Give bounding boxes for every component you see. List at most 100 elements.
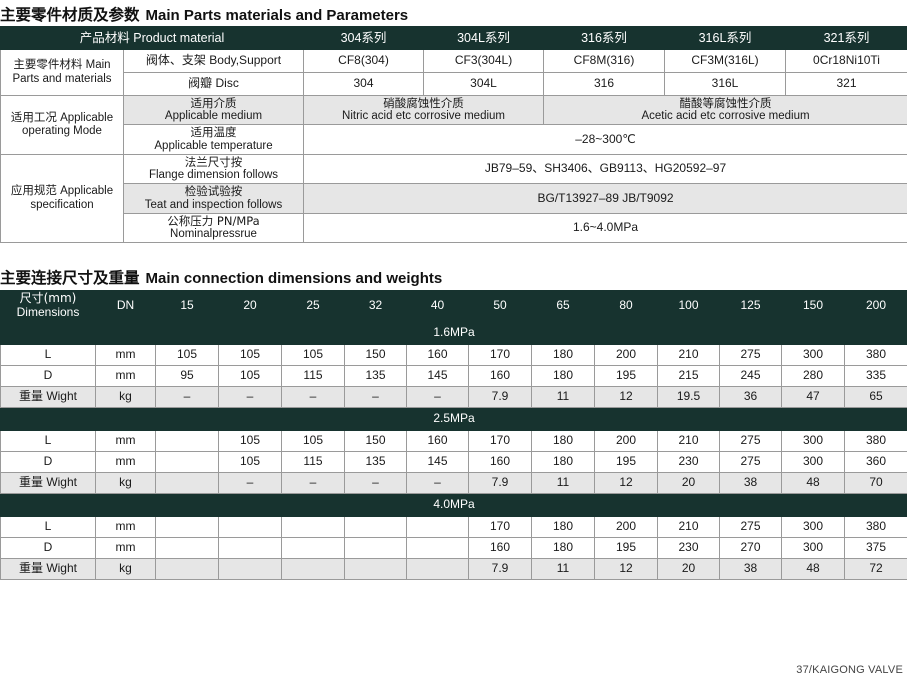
dimension-row-label: D [0, 536, 96, 559]
main-parts-item-body-en: Body,Support [209, 53, 282, 68]
main-parts-label-en1: Main Parts [12, 59, 111, 85]
dimension-cell: 11 [531, 557, 595, 580]
dimension-cell [406, 557, 469, 580]
dimension-row-unit: mm [95, 364, 156, 387]
dimensions-header-label-en: Dimensions [16, 304, 80, 319]
dimension-cell: 145 [406, 364, 469, 387]
dimension-row-label: 重量 Wight [0, 385, 96, 408]
dimension-cell: – [344, 471, 407, 494]
dimension-row-unit: mm [95, 343, 156, 366]
dimension-cell: 170 [468, 515, 532, 538]
dimension-cell: 145 [406, 450, 469, 473]
dimension-cell: 275 [719, 343, 782, 366]
body-value-304: CF8(304) [303, 49, 425, 73]
dimension-cell: 105 [281, 343, 345, 366]
dimension-row-label: L [0, 343, 96, 366]
dn-header-50: 50 [468, 290, 532, 322]
test-inspection-item-en: Teat and inspection follows [144, 198, 283, 211]
applicable-temperature-item-cn: 适用温度 [190, 125, 237, 140]
materials-table: 产品材料 Product material 304系列 304L系列 316系列… [0, 26, 907, 244]
dimension-cell [406, 515, 469, 538]
flange-dimension-item-en: Flange dimension follows [148, 169, 279, 182]
dimension-cell [155, 429, 219, 452]
dimension-cell: 170 [468, 343, 532, 366]
dimension-cell [406, 536, 469, 559]
main-parts-item-disc-en: Disc [215, 76, 239, 91]
dimension-cell: – [406, 385, 469, 408]
medium-value-nitric-cn: 硝酸腐蚀性介质 [383, 96, 464, 110]
dimension-cell: 200 [594, 343, 658, 366]
dimension-cell [155, 471, 219, 494]
dimension-cell: 380 [844, 343, 907, 366]
test-inspection-item: 检验试验按 Teat and inspection follows [122, 183, 305, 214]
operating-mode-label-en1: Applicable [60, 111, 114, 124]
applicable-medium-item: 适用介质 Applicable medium [122, 94, 305, 126]
nominal-pressure-item-en: Nominalpressrue [170, 227, 257, 240]
body-value-321: 0Cr18Ni10Ti [785, 49, 907, 73]
medium-value-acetic: 醋酸等腐蚀性介质 Acetic acid etc corrosive mediu… [543, 94, 907, 126]
dimension-cell: 105 [218, 343, 282, 366]
product-material-header-en: Product material [133, 31, 225, 45]
dimension-cell: 20 [657, 471, 720, 494]
dimension-cell [218, 536, 282, 559]
dimension-cell: 210 [657, 343, 720, 366]
dn-header-80: 80 [594, 290, 658, 322]
dimension-cell: 360 [844, 450, 907, 473]
dimension-cell: 20 [657, 557, 720, 580]
medium-value-nitric-en: Nitric acid etc corrosive medium [342, 110, 505, 123]
table-row: 重量 Wight kg – – – – –7.9 11 12 19.5 36 47 65 [0, 385, 907, 408]
pressure-band-label: 2.5MPa [0, 406, 907, 431]
dn-header-25: 25 [281, 290, 345, 322]
pressure-band-row: 2.5MPa [0, 406, 907, 431]
table-row: 应用规范 Applicable specification 法兰尺寸按 Flan… [0, 153, 907, 244]
temperature-value: –28~300℃ [303, 124, 907, 155]
dimension-cell: 72 [844, 557, 907, 580]
nominal-pressure-item: 公称压力 PN/MPa Nominalpressrue [122, 212, 305, 244]
dimensions-header-label: 尺寸(mm) Dimensions [0, 290, 96, 322]
dimension-cell: 280 [781, 364, 845, 387]
section-title-materials-cn: 主要零件材质及参数 [0, 6, 140, 24]
dimension-cell: 115 [281, 364, 345, 387]
dn-header-40: 40 [406, 290, 469, 322]
pressure-band-row: 4.0MPa [0, 492, 907, 517]
dimension-cell: – [281, 385, 345, 408]
dimension-cell: 160 [468, 364, 532, 387]
table-row: 重量 Wight kg – – – –7.9 11 12 20 38 48 70 [0, 471, 907, 494]
dimension-cell: 380 [844, 515, 907, 538]
dimensions-header-row: 尺寸(mm) Dimensions DN 15 20 25 32 40 50 6… [0, 290, 907, 322]
section-title-dimensions-cn: 主要连接尺寸及重量 [0, 269, 140, 287]
dimension-cell: 180 [531, 536, 595, 559]
dimension-cell: 65 [844, 385, 907, 408]
dimension-cell: 210 [657, 515, 720, 538]
dimension-cell [218, 557, 282, 580]
materials-header-row: 产品材料 Product material 304系列 304L系列 316系列… [0, 26, 907, 50]
disc-value-316: 316 [543, 72, 666, 96]
main-parts-label-en2: and materials [42, 73, 112, 85]
dimension-cell: 180 [531, 364, 595, 387]
dimension-cell: 300 [781, 536, 845, 559]
dimension-cell: 300 [781, 343, 845, 366]
dimension-row-unit: kg [95, 385, 156, 408]
dimension-cell: 7.9 [468, 385, 532, 408]
dimension-row-label: D [0, 450, 96, 473]
dimension-cell [281, 536, 345, 559]
dimension-cell: – [281, 471, 345, 494]
test-inspection-item-cn: 检验试验按 [184, 184, 243, 199]
dn-header-100: 100 [657, 290, 720, 322]
main-parts-item-disc: 阀瓣 Disc [122, 72, 305, 96]
series-header-304l: 304L系列 [423, 26, 545, 50]
dimension-cell: 195 [594, 364, 658, 387]
dimension-cell: 200 [594, 515, 658, 538]
dn-header-15: 15 [155, 290, 219, 322]
dimension-cell: 48 [781, 471, 845, 494]
main-parts-item-body-cn: 阀体、支架 [145, 53, 206, 68]
dimension-cell: 245 [719, 364, 782, 387]
dimension-cell [344, 536, 407, 559]
table-row: 适用工况 Applicable operating Mode 适用介质 Appl… [0, 94, 907, 155]
dimension-cell: 270 [719, 536, 782, 559]
